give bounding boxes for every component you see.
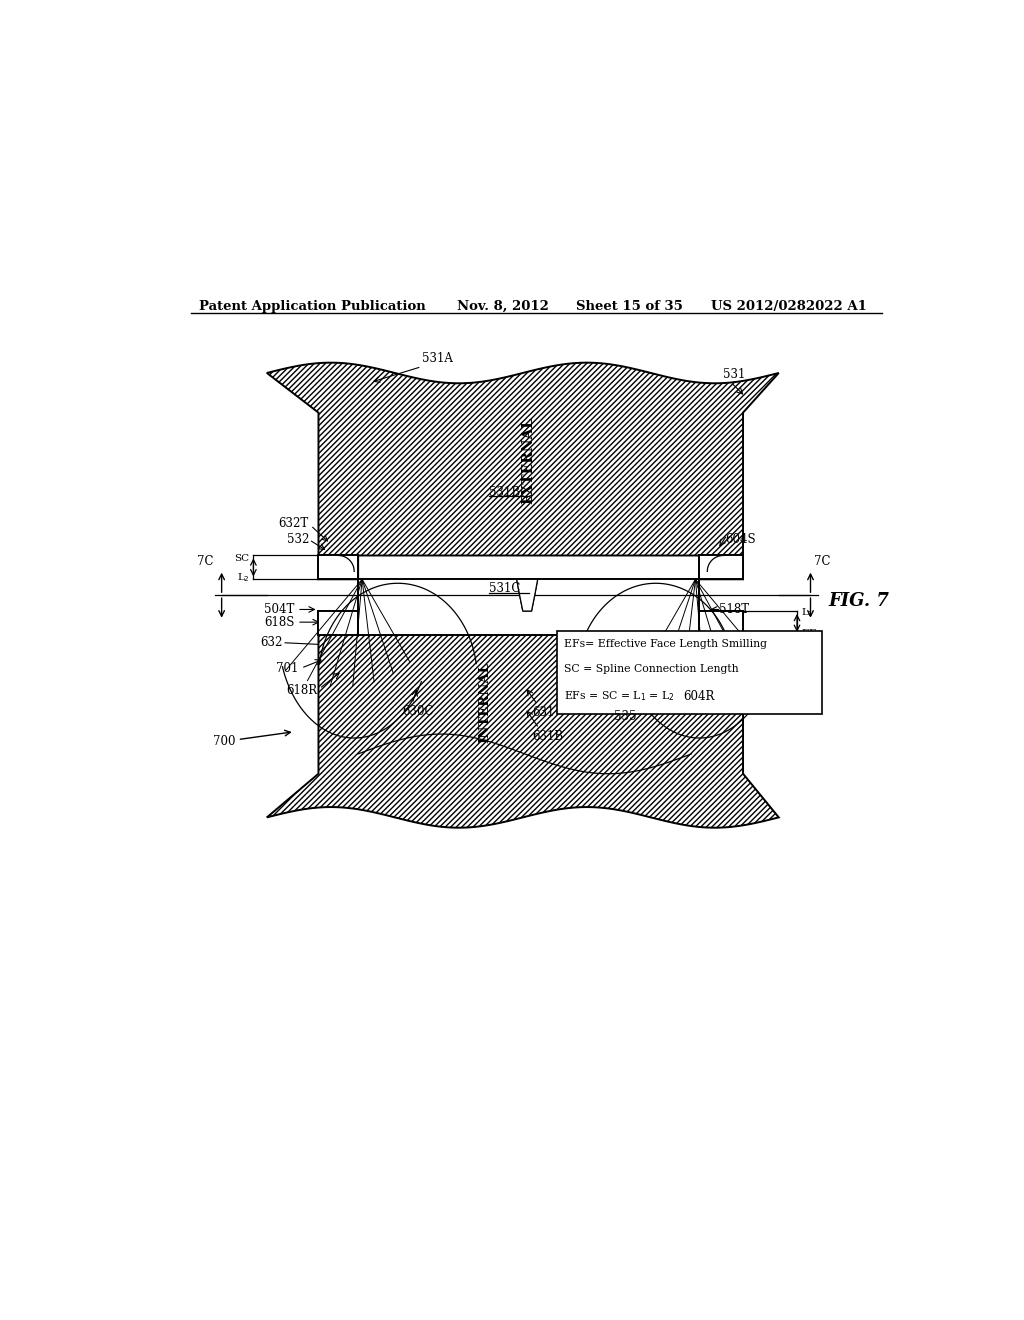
Text: 531B: 531B [489, 486, 520, 499]
Text: SC = Spline Connection Length: SC = Spline Connection Length [564, 664, 739, 675]
Text: 700: 700 [213, 735, 236, 748]
Text: US 2012/0282022 A1: US 2012/0282022 A1 [712, 300, 867, 313]
Text: 618R: 618R [286, 684, 316, 697]
Polygon shape [699, 611, 743, 635]
Text: 632: 632 [260, 636, 283, 649]
Text: SC: SC [234, 554, 250, 564]
Text: 701: 701 [276, 663, 299, 676]
Text: 604R: 604R [684, 690, 715, 704]
Text: 532: 532 [287, 533, 309, 546]
Text: EF$_s$: EF$_s$ [801, 627, 821, 640]
Text: EXTERNAL: EXTERNAL [522, 417, 536, 504]
Text: 531C: 531C [489, 582, 520, 595]
Text: Sheet 15 of 35: Sheet 15 of 35 [577, 300, 683, 313]
Text: 504T: 504T [264, 603, 295, 616]
Text: L$_2$: L$_2$ [237, 572, 250, 585]
Text: 518T: 518T [719, 603, 750, 616]
Text: 7C: 7C [198, 556, 214, 568]
Polygon shape [267, 611, 778, 828]
Text: 604S: 604S [726, 533, 756, 546]
Text: 630C: 630C [401, 705, 433, 718]
Text: 631B: 631B [532, 730, 564, 743]
Text: 7C: 7C [814, 556, 830, 568]
Text: 618S: 618S [264, 615, 295, 628]
Text: 531A: 531A [422, 352, 453, 366]
Text: 632T: 632T [279, 517, 309, 531]
Text: Nov. 8, 2012: Nov. 8, 2012 [458, 300, 549, 313]
Polygon shape [517, 579, 538, 611]
Text: 631: 631 [532, 706, 555, 719]
Polygon shape [358, 579, 699, 635]
Text: 535: 535 [613, 710, 636, 723]
Polygon shape [318, 611, 358, 635]
Text: FIG. 7: FIG. 7 [828, 591, 890, 610]
Polygon shape [318, 556, 358, 579]
Polygon shape [699, 556, 743, 579]
Text: L$_1$: L$_1$ [801, 606, 814, 619]
Text: EFs = SC = L$_1$ = L$_2$: EFs = SC = L$_1$ = L$_2$ [564, 689, 675, 704]
Text: 531: 531 [723, 368, 745, 381]
Text: EFs= Effective Face Length Smilling: EFs= Effective Face Length Smilling [564, 639, 767, 649]
Text: INTERNAL: INTERNAL [478, 661, 492, 743]
Polygon shape [557, 631, 822, 714]
Text: Patent Application Publication: Patent Application Publication [200, 300, 426, 313]
Polygon shape [267, 363, 778, 579]
Polygon shape [517, 579, 538, 611]
